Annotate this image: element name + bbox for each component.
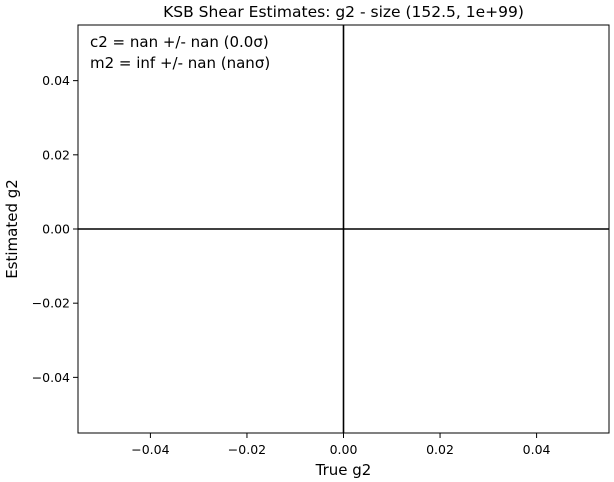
x-axis-label: True g2: [315, 461, 372, 479]
x-tick-label: 0.00: [330, 442, 358, 457]
chart-title: KSB Shear Estimates: g2 - size (152.5, 1…: [163, 3, 524, 21]
annotation-m2: m2 = inf +/- nan (nanσ): [90, 54, 270, 72]
x-tick-label: 0.02: [426, 442, 454, 457]
y-axis-ticks: −0.04 −0.02 0.00 0.02 0.04: [32, 73, 78, 385]
annotation-c2: c2 = nan +/- nan (0.0σ): [90, 33, 269, 51]
x-tick-label: −0.04: [131, 442, 169, 457]
y-tick-label: 0.00: [42, 222, 70, 237]
reference-lines: [78, 25, 609, 433]
y-axis-label: Estimated g2: [3, 179, 21, 279]
x-axis-ticks: −0.04 −0.02 0.00 0.02 0.04: [131, 433, 551, 457]
x-tick-label: −0.02: [228, 442, 266, 457]
y-tick-label: 0.04: [42, 73, 70, 88]
y-tick-label: 0.02: [42, 147, 70, 162]
y-tick-label: −0.04: [32, 370, 70, 385]
y-tick-label: −0.02: [32, 296, 70, 311]
x-tick-label: 0.04: [523, 442, 551, 457]
